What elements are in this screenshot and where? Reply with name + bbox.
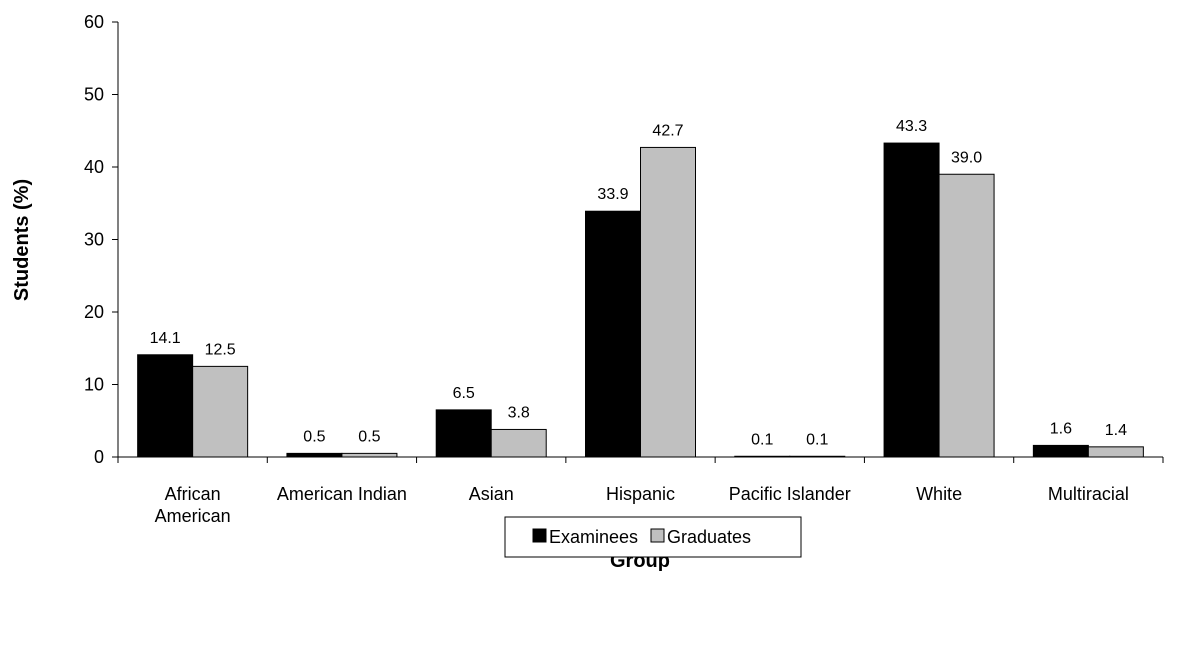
- y-tick-label: 60: [84, 12, 104, 32]
- y-tick-label: 50: [84, 85, 104, 105]
- data-label: 0.5: [303, 428, 325, 445]
- x-tick-label: American Indian: [277, 484, 407, 504]
- bar-examinees: [435, 409, 492, 458]
- y-tick-label: 20: [84, 302, 104, 322]
- y-tick-label: 0: [94, 447, 104, 467]
- data-label: 1.6: [1050, 420, 1072, 437]
- x-tick-label: Multiracial: [1048, 484, 1129, 504]
- data-label: 1.4: [1105, 422, 1127, 439]
- bar-graduates: [192, 365, 249, 458]
- data-label: 3.8: [508, 404, 530, 421]
- y-axis-title: Students (%): [11, 179, 33, 301]
- data-label: 39.0: [951, 149, 982, 166]
- data-label: 43.3: [896, 118, 927, 135]
- axes: 0 10 20 30 40 50 60 African American American Ind…: [84, 12, 1164, 526]
- bar-graduates: [640, 146, 696, 458]
- bar-graduates: [938, 173, 995, 458]
- legend-label: Graduates: [667, 527, 751, 547]
- bar-graduates: [789, 455, 846, 458]
- data-label: 12.5: [205, 341, 236, 358]
- x-tick-label: Hispanic: [606, 484, 675, 504]
- y-tick-label: 30: [84, 230, 104, 250]
- x-tick-label: White: [916, 484, 962, 504]
- bar-graduates: [490, 428, 547, 458]
- data-label: 0.5: [358, 428, 380, 445]
- legend-label: Examinees: [549, 527, 638, 547]
- bar-examinees: [585, 210, 641, 458]
- y-tick-label: 40: [84, 157, 104, 177]
- data-label: 33.9: [597, 186, 628, 203]
- data-label: 42.7: [652, 122, 683, 139]
- data-label: 6.5: [453, 385, 475, 402]
- bar-examinees: [1032, 444, 1089, 458]
- bar-examinees: [286, 452, 343, 458]
- data-labels: 14.1 0.5 6.5 33.9 0.1 43.3 1.6 12.5 0.5 3.8 42.7 0.…: [150, 118, 1128, 448]
- bar-graduates: [341, 452, 398, 458]
- data-label: 0.1: [751, 431, 773, 448]
- bar-examinees: [883, 142, 940, 458]
- legend: Examinees Graduates: [504, 516, 802, 558]
- x-tick-label: African American: [155, 484, 231, 526]
- x-tick-label: Pacific Islander: [729, 484, 851, 504]
- data-label: 14.1: [150, 330, 181, 347]
- bar-graduates: [1087, 446, 1144, 458]
- data-label: 0.1: [806, 431, 828, 448]
- legend-swatch: [650, 528, 665, 543]
- bar-examinees: [734, 455, 791, 458]
- bar-examinees: [137, 354, 194, 458]
- bars: [137, 142, 1144, 458]
- x-tick-label: Asian: [469, 484, 514, 504]
- legend-swatch: [532, 528, 547, 543]
- y-tick-label: 10: [84, 375, 104, 395]
